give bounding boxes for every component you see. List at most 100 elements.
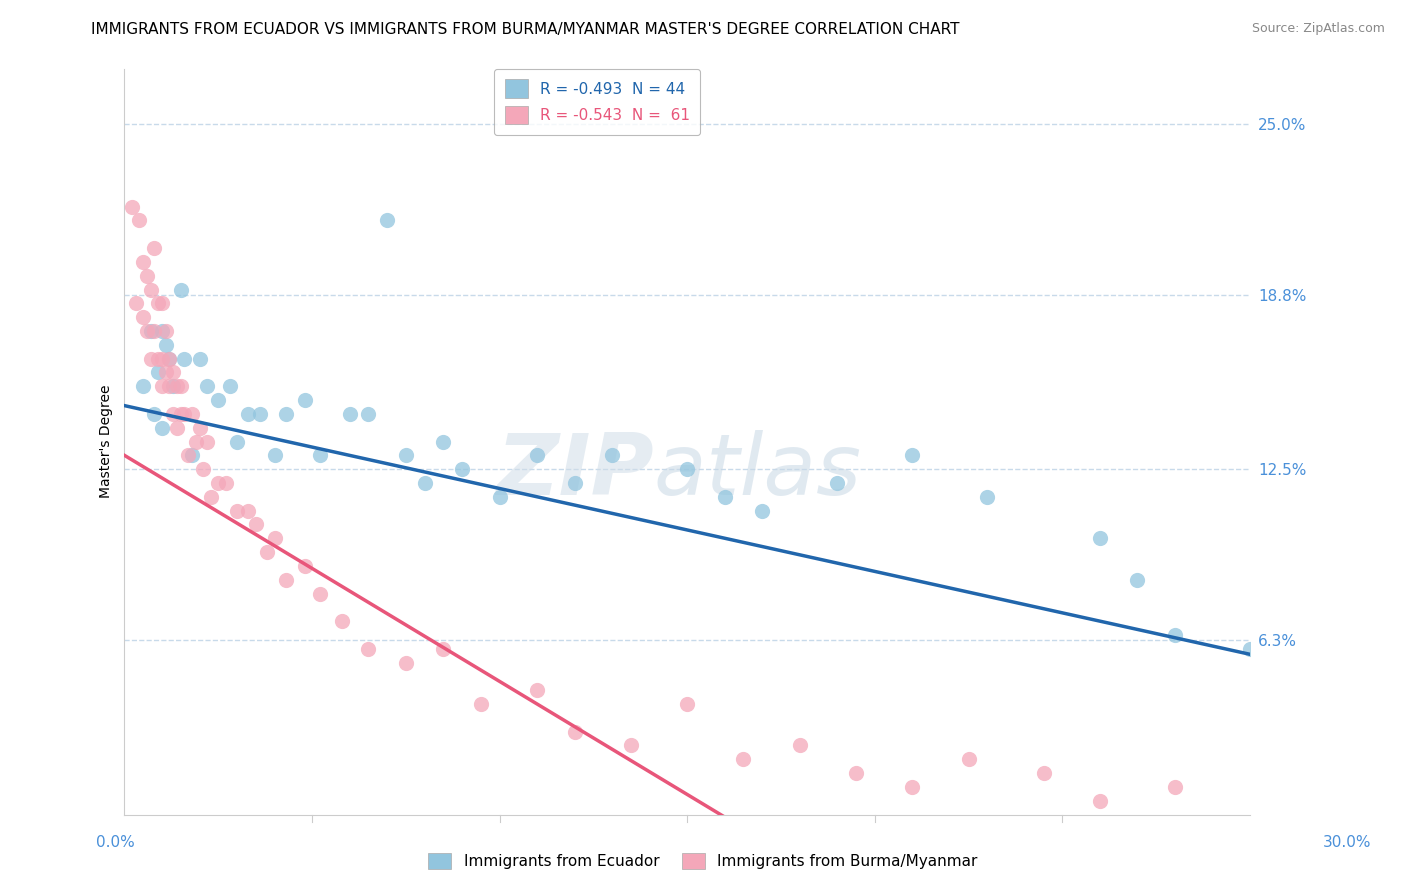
Point [200, 490, 222, 504]
Point [245, 517, 267, 532]
Point [132, 255, 155, 269]
Point [395, 656, 418, 670]
Point [733, 752, 755, 766]
Point [249, 407, 271, 421]
Point [339, 407, 361, 421]
Point [395, 448, 418, 462]
Text: 0.0%: 0.0% [96, 836, 135, 850]
Point [294, 558, 316, 573]
Point [139, 283, 162, 297]
Point [957, 752, 980, 766]
Point [150, 379, 173, 393]
Legend: R = -0.493  N = 44, R = -0.543  N =  61: R = -0.493 N = 44, R = -0.543 N = 61 [494, 69, 700, 135]
Point [825, 475, 848, 490]
Point [150, 324, 173, 338]
Point [132, 379, 155, 393]
Point [375, 213, 398, 227]
Point [845, 766, 868, 780]
Legend: Immigrants from Ecuador, Immigrants from Burma/Myanmar: Immigrants from Ecuador, Immigrants from… [422, 847, 984, 875]
Point [170, 283, 193, 297]
Point [143, 241, 166, 255]
Point [294, 393, 316, 408]
Point [1126, 573, 1149, 587]
Point [274, 407, 297, 421]
Point [162, 407, 184, 421]
Point [166, 379, 188, 393]
Point [207, 393, 229, 408]
Point [139, 324, 162, 338]
Point [676, 697, 699, 711]
Point [193, 462, 215, 476]
Point [676, 462, 699, 476]
Point [148, 296, 170, 310]
Point [226, 434, 249, 449]
Point [148, 366, 170, 380]
Point [159, 351, 181, 366]
Point [155, 338, 177, 352]
Point [150, 351, 173, 366]
Point [751, 503, 773, 517]
Point [263, 448, 285, 462]
Point [238, 407, 260, 421]
Point [432, 641, 454, 656]
Point [128, 213, 150, 227]
Point [238, 503, 260, 517]
Point [263, 531, 285, 545]
Point [125, 296, 148, 310]
Point [620, 739, 643, 753]
Point [121, 200, 143, 214]
Point [526, 448, 548, 462]
Point [413, 475, 436, 490]
Point [215, 475, 238, 490]
Point [159, 379, 181, 393]
Y-axis label: Master's Degree: Master's Degree [100, 384, 114, 499]
Point [218, 379, 240, 393]
Point [1032, 766, 1054, 780]
Point [188, 421, 211, 435]
Text: IMMIGRANTS FROM ECUADOR VS IMMIGRANTS FROM BURMA/MYANMAR MASTER'S DEGREE CORRELA: IMMIGRANTS FROM ECUADOR VS IMMIGRANTS FR… [91, 22, 960, 37]
Point [173, 407, 195, 421]
Point [166, 421, 188, 435]
Point [132, 310, 155, 325]
Point [526, 683, 548, 698]
Text: atlas: atlas [654, 430, 862, 513]
Point [150, 421, 173, 435]
Point [177, 448, 200, 462]
Point [901, 448, 924, 462]
Point [432, 434, 454, 449]
Point [308, 586, 330, 600]
Point [155, 324, 177, 338]
Point [256, 545, 278, 559]
Point [976, 490, 998, 504]
Point [143, 324, 166, 338]
Text: 30.0%: 30.0% [1323, 836, 1371, 850]
Point [150, 296, 173, 310]
Point [226, 503, 249, 517]
Point [1088, 794, 1111, 808]
Point [357, 641, 380, 656]
Point [184, 434, 207, 449]
Point [195, 434, 218, 449]
Point [136, 324, 159, 338]
Point [170, 407, 193, 421]
Point [181, 448, 204, 462]
Point [155, 366, 177, 380]
Point [188, 351, 211, 366]
Point [162, 379, 184, 393]
Point [1164, 628, 1187, 642]
Point [564, 724, 586, 739]
Point [148, 351, 170, 366]
Point [308, 448, 330, 462]
Point [901, 780, 924, 794]
Point [1088, 531, 1111, 545]
Point [173, 351, 195, 366]
Point [451, 462, 474, 476]
Text: Source: ZipAtlas.com: Source: ZipAtlas.com [1251, 22, 1385, 36]
Point [136, 268, 159, 283]
Text: ZIP: ZIP [496, 430, 654, 513]
Point [470, 697, 492, 711]
Point [162, 366, 184, 380]
Point [1239, 641, 1261, 656]
Point [181, 407, 204, 421]
Point [789, 739, 811, 753]
